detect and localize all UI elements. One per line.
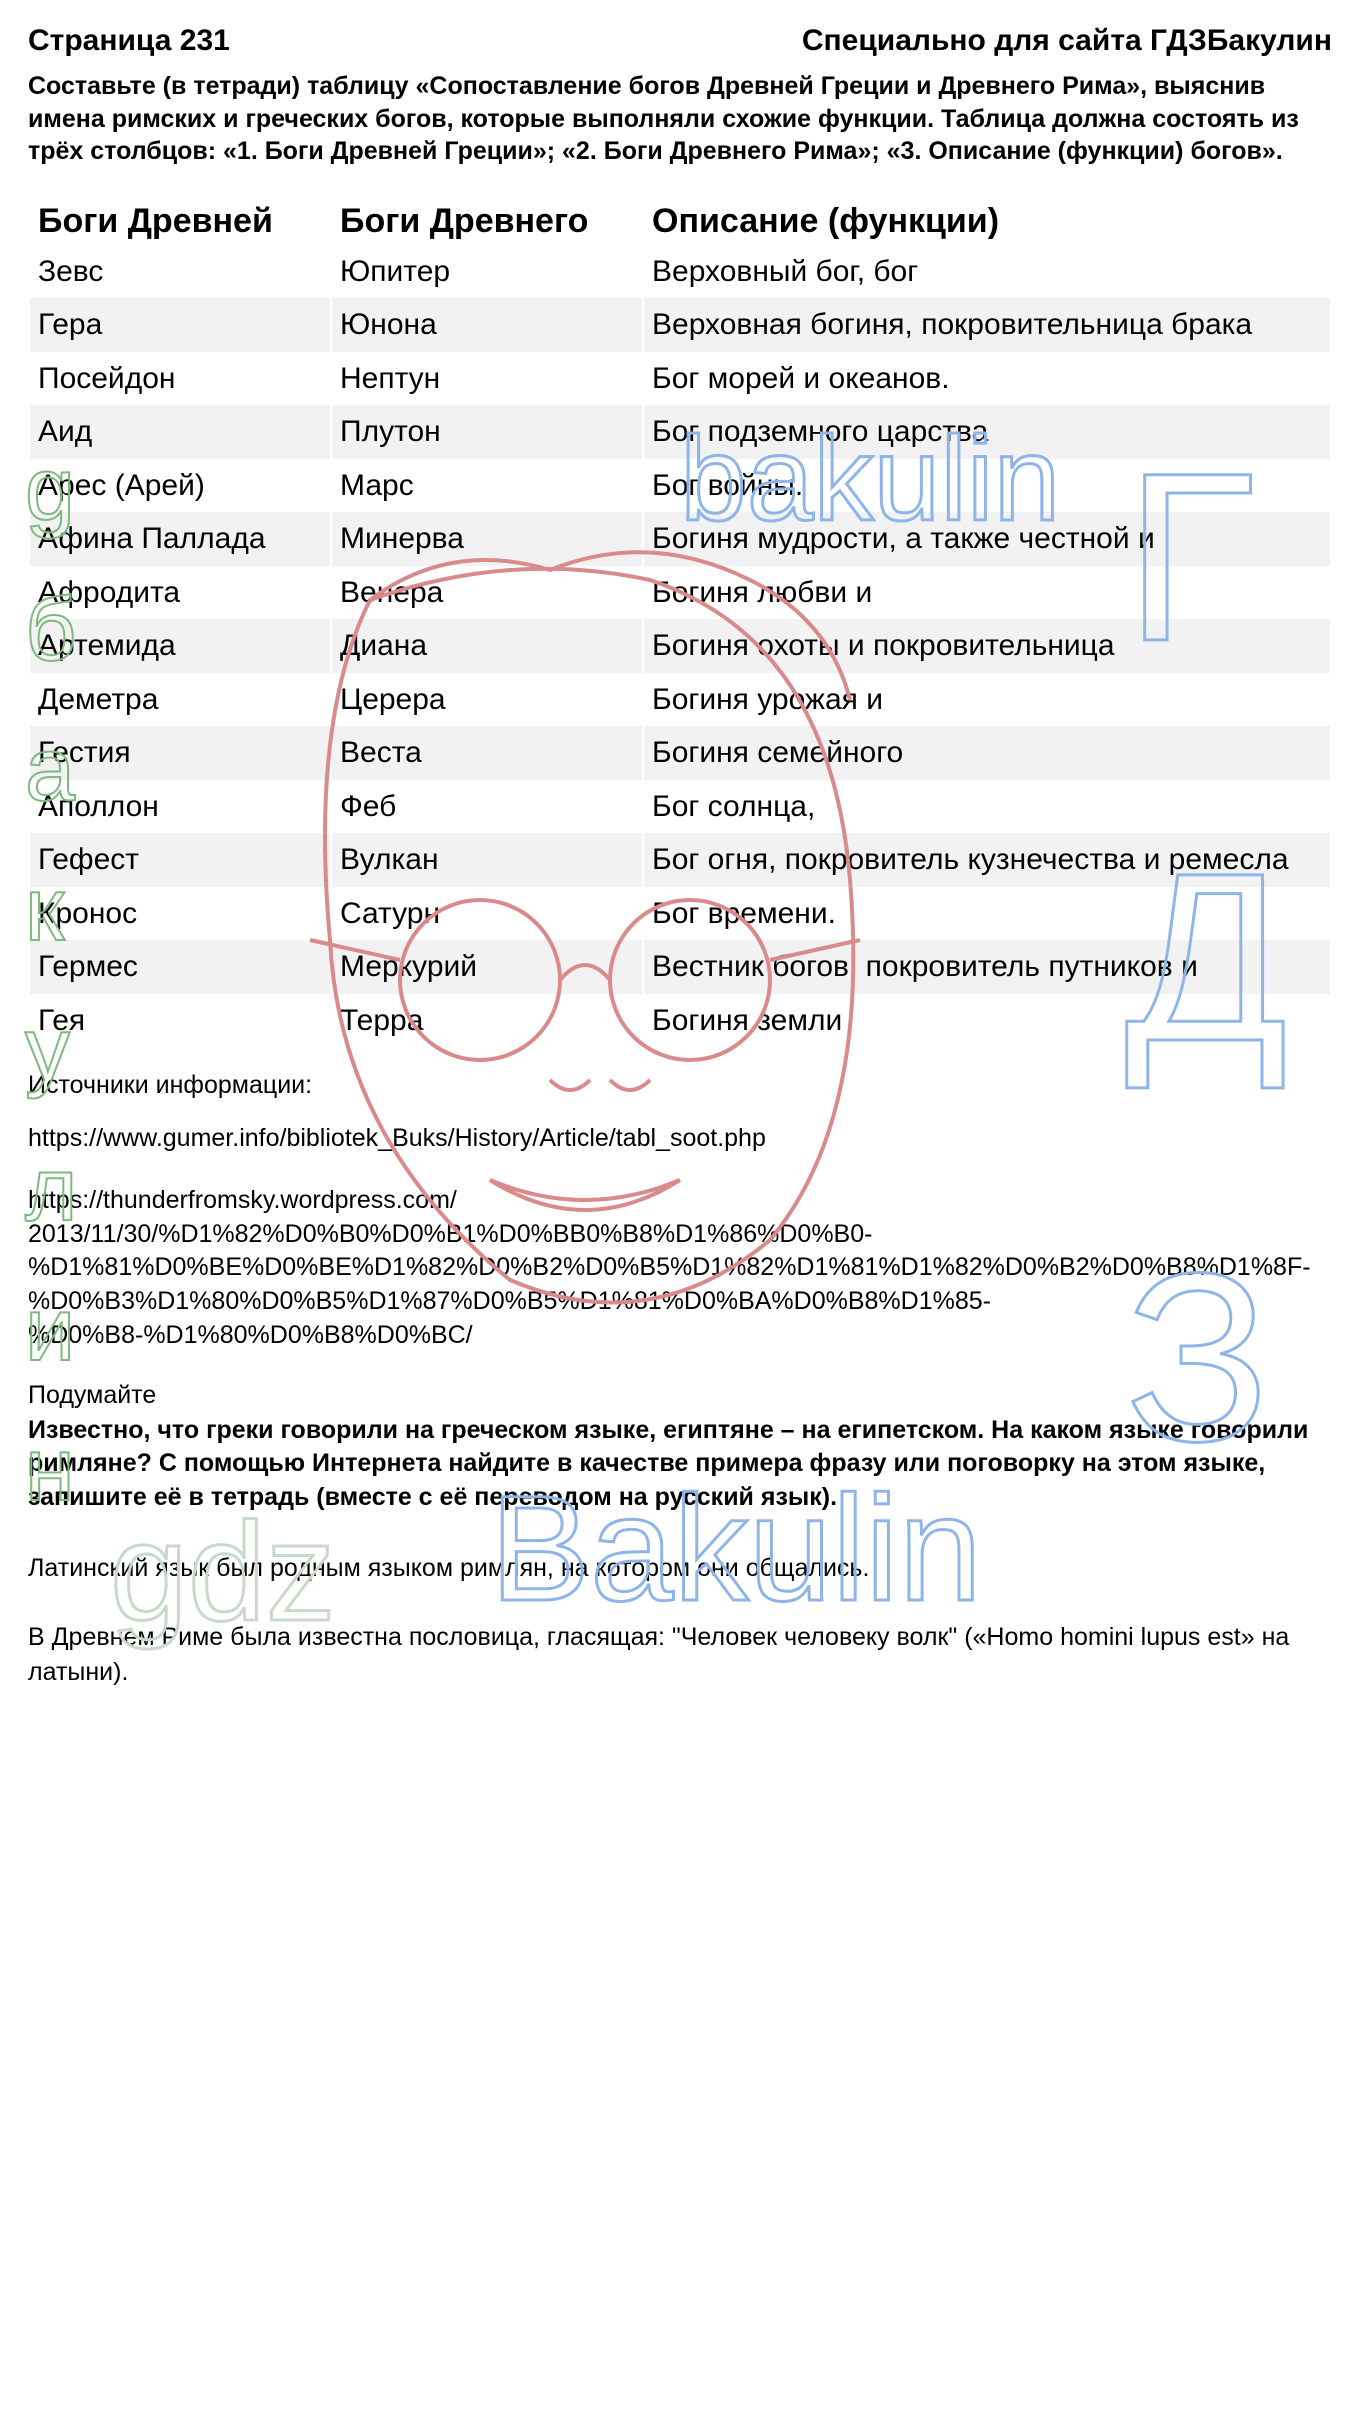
task-description: Составьте (в тетради) таблицу «Сопоставл… bbox=[28, 70, 1332, 168]
table-row: Афина ПалладаМинерваБогиня мудрости, а т… bbox=[30, 512, 1330, 566]
table-row: АполлонФебБог солнца, bbox=[30, 780, 1330, 834]
table-cell-roman: Сатурн bbox=[332, 887, 642, 941]
table-cell-desc: Богиня мудрости, а также честной и bbox=[644, 512, 1330, 566]
table-cell-desc: Бог огня, покровитель кузнечества и реме… bbox=[644, 833, 1330, 887]
page-number: Страница 231 bbox=[28, 24, 230, 58]
table-cell-roman: Юпитер bbox=[332, 245, 642, 299]
table-cell-desc: Верховная богиня, покровительница брака bbox=[644, 298, 1330, 352]
table-row: ДеметраЦерераБогиня урожая и bbox=[30, 673, 1330, 727]
table-cell-greek: Кронос bbox=[30, 887, 330, 941]
table-cell-desc: Верховный бог, бог bbox=[644, 245, 1330, 299]
table-cell-greek: Афина Паллада bbox=[30, 512, 330, 566]
site-credit: Специально для сайта ГДЗБакулин bbox=[802, 24, 1332, 58]
table-row: Арес (Арей)МарсБог войны. bbox=[30, 459, 1330, 513]
table-cell-desc: Бог войны. bbox=[644, 459, 1330, 513]
table-cell-roman: Диана bbox=[332, 619, 642, 673]
col-header-roman: Боги Древнего bbox=[332, 196, 642, 245]
table-row: ПосейдонНептунБог морей и океанов. bbox=[30, 352, 1330, 406]
table-cell-roman: Церера bbox=[332, 673, 642, 727]
table-cell-roman: Минерва bbox=[332, 512, 642, 566]
table-cell-greek: Арес (Арей) bbox=[30, 459, 330, 513]
source-link-2: https://thunderfromsky.wordpress.com/ 20… bbox=[28, 1184, 1332, 1353]
table-cell-roman: Веста bbox=[332, 726, 642, 780]
gods-comparison-table: Боги Древней Боги Древнего Описание (фун… bbox=[28, 196, 1332, 1048]
table-cell-roman: Меркурий bbox=[332, 940, 642, 994]
table-cell-desc: Богиня семейного bbox=[644, 726, 1330, 780]
table-row: АфродитаВенераБогиня любви и bbox=[30, 566, 1330, 620]
table-row: АртемидаДианаБогиня охоты и покровительн… bbox=[30, 619, 1330, 673]
answer-paragraph-1: Латинский язык был родным языком римлян,… bbox=[28, 1551, 1332, 1586]
table-cell-desc: Бог подземного царства bbox=[644, 405, 1330, 459]
table-cell-greek: Аполлон bbox=[30, 780, 330, 834]
table-cell-greek: Афродита bbox=[30, 566, 330, 620]
sources-label: Источники информации: bbox=[28, 1071, 1332, 1100]
table-cell-greek: Гера bbox=[30, 298, 330, 352]
table-cell-roman: Терра bbox=[332, 994, 642, 1048]
table-row: АидПлутонБог подземного царства bbox=[30, 405, 1330, 459]
table-cell-greek: Гефест bbox=[30, 833, 330, 887]
table-cell-desc: Вестник богов, покровитель путников и bbox=[644, 940, 1330, 994]
table-cell-greek: Гея bbox=[30, 994, 330, 1048]
table-row: ГефестВулканБог огня, покровитель кузнеч… bbox=[30, 833, 1330, 887]
table-row: ЗевсЮпитерВерховный бог, бог bbox=[30, 245, 1330, 299]
table-header-row: Боги Древней Боги Древнего Описание (фун… bbox=[30, 196, 1330, 245]
source-link-1: https://www.gumer.info/bibliotek_Buks/Hi… bbox=[28, 1122, 1332, 1156]
table-cell-desc: Бог солнца, bbox=[644, 780, 1330, 834]
table-cell-desc: Богиня урожая и bbox=[644, 673, 1330, 727]
page-header: Страница 231 Специально для сайта ГДЗБак… bbox=[28, 24, 1332, 58]
table-cell-greek: Артемида bbox=[30, 619, 330, 673]
table-row: ГестияВестаБогиня семейного bbox=[30, 726, 1330, 780]
table-cell-desc: Богиня охоты и покровительница bbox=[644, 619, 1330, 673]
table-cell-greek: Аид bbox=[30, 405, 330, 459]
table-row: ГераЮнонаВерховная богиня, покровительни… bbox=[30, 298, 1330, 352]
table-cell-greek: Деметра bbox=[30, 673, 330, 727]
col-header-greek: Боги Древней bbox=[30, 196, 330, 245]
table-cell-roman: Феб bbox=[332, 780, 642, 834]
col-header-desc: Описание (функции) bbox=[644, 196, 1330, 245]
table-cell-desc: Бог времени. bbox=[644, 887, 1330, 941]
table-row: КроносСатурнБог времени. bbox=[30, 887, 1330, 941]
table-cell-greek: Зевс bbox=[30, 245, 330, 299]
answer-paragraph-2: В Древнем Риме была известна пословица, … bbox=[28, 1620, 1332, 1690]
table-cell-roman: Нептун bbox=[332, 352, 642, 406]
table-cell-desc: Богиня земли bbox=[644, 994, 1330, 1048]
table-row: ГеяТерраБогиня земли bbox=[30, 994, 1330, 1048]
table-cell-greek: Гестия bbox=[30, 726, 330, 780]
table-cell-desc: Богиня любви и bbox=[644, 566, 1330, 620]
table-cell-roman: Вулкан bbox=[332, 833, 642, 887]
table-cell-greek: Гермес bbox=[30, 940, 330, 994]
table-cell-greek: Посейдон bbox=[30, 352, 330, 406]
table-cell-roman: Юнона bbox=[332, 298, 642, 352]
table-cell-roman: Марс bbox=[332, 459, 642, 513]
table-cell-roman: Плутон bbox=[332, 405, 642, 459]
table-cell-desc: Бог морей и океанов. bbox=[644, 352, 1330, 406]
table-cell-roman: Венера bbox=[332, 566, 642, 620]
table-row: ГермесМеркурийВестник богов, покровитель… bbox=[30, 940, 1330, 994]
think-task: Известно, что греки говорили на греческо… bbox=[28, 1414, 1332, 1515]
think-label: Подумайте bbox=[28, 1381, 1332, 1410]
